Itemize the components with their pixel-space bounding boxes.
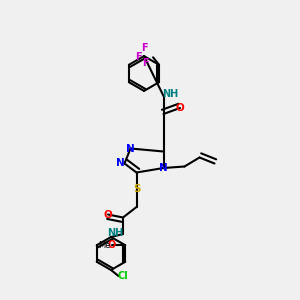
Text: O: O [103,209,112,220]
Text: O: O [176,103,184,113]
Text: F: F [141,43,147,53]
Text: N: N [159,163,168,173]
Text: Cl: Cl [118,271,128,281]
Text: S: S [133,184,140,194]
Text: NH: NH [162,89,178,100]
Text: N: N [126,143,135,154]
Text: Me: Me [98,241,110,250]
Text: F: F [135,52,141,62]
Text: NH: NH [107,227,124,238]
Text: O: O [108,240,116,250]
Text: F: F [142,58,149,68]
Text: N: N [116,158,124,169]
